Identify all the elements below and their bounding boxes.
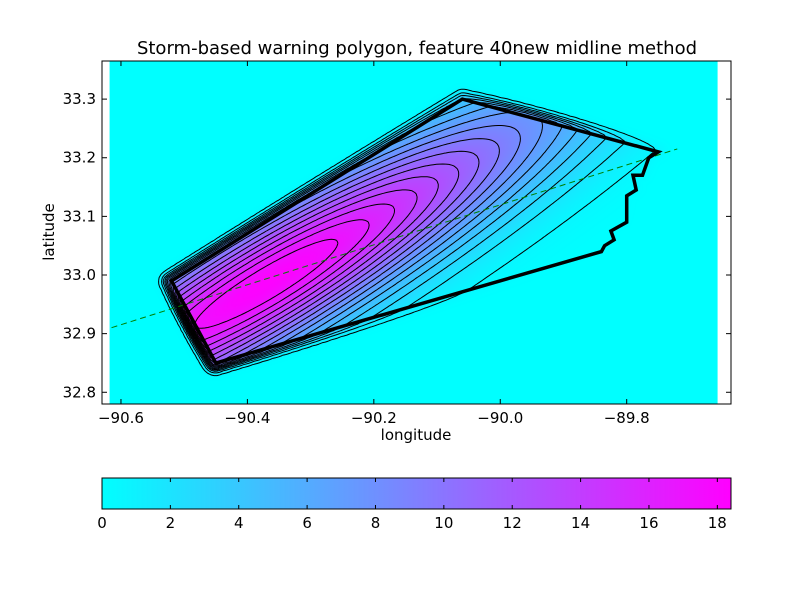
colorbar-tick-label: 4 [234,514,244,532]
x-axis-label: longitude [381,426,452,444]
heatmap-field [109,61,718,404]
x-tick-label: −89.8 [604,409,650,427]
colorbar-tick-label: 12 [503,514,522,532]
contour-line [158,88,656,377]
colorbar-tick-label: 0 [97,514,107,532]
midline [109,148,678,329]
y-tick-label: 33.1 [63,207,96,225]
colorbar-tick-label: 6 [302,514,312,532]
x-axis: −90.6 −90.4 −90.2 −90.0 −89.8 [98,61,650,427]
y-tick-label: 32.9 [63,325,96,343]
y-axis: 32.8 32.9 33.0 33.1 33.2 33.3 [63,90,731,401]
colorbar-tick-label: 16 [639,514,658,532]
x-tick-label: −90.6 [98,409,144,427]
x-tick-label: −90.0 [477,409,523,427]
colorbar-tick-label: 10 [434,514,453,532]
colorbar-axis: 0 2 4 6 8 10 12 14 16 18 [97,478,727,532]
midline-path [109,148,678,329]
contour-line [165,102,577,370]
chart-title: Storm-based warning polygon, feature 40n… [137,38,697,59]
plot-frame [101,60,732,405]
y-tick-label: 33.0 [63,266,96,284]
y-tick-label: 33.3 [63,90,96,108]
colorbar [101,477,732,510]
colorbar-tick-label: 2 [166,514,176,532]
contour-line [164,98,592,371]
x-tick-label: −90.4 [224,409,270,427]
colorbar-tick-label: 18 [708,514,727,532]
contour-line [172,138,500,366]
colorbar-tick-label: 14 [571,514,590,532]
contour-line [162,95,607,372]
y-tick-label: 32.8 [63,383,96,401]
y-axis-label: latitude [40,203,58,261]
x-tick-label: −90.2 [351,409,397,427]
warning-polygon-outline [169,97,663,366]
warning-polygon [169,97,663,366]
colorbar-tick-label: 8 [371,514,381,532]
contour-line [161,92,625,374]
y-tick-label: 33.2 [63,149,96,167]
